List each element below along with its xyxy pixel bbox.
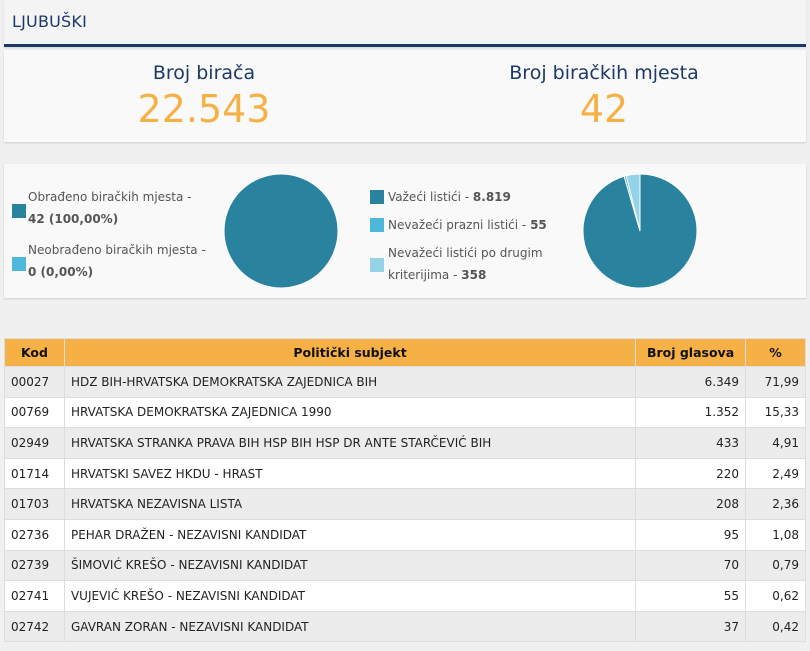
cell-votes: 37 (635, 610, 746, 643)
stations-label: Broj biračkih mjesta (509, 62, 699, 84)
header-code: Kod (4, 338, 65, 367)
cell-percent: 0,42 (744, 610, 807, 643)
legend-item-other-invalid: Nevažeći listići po drugim kriterijima -… (388, 242, 543, 286)
table-row: 02739 ŠIMOVIĆ KREŠO - NEZAVISNI KANDIDAT 7… (4, 549, 807, 582)
pie-slice-processed (223, 173, 339, 289)
municipality-title: LJUBUŠKI (12, 12, 87, 31)
cell-votes: 55 (635, 580, 746, 612)
cell-votes: 208 (635, 488, 746, 520)
legend-value-unprocessed: 0 (0,00%) (28, 265, 94, 279)
cell-code: 02739 (4, 549, 65, 582)
legend-swatch-other-invalid (370, 258, 384, 272)
legend-item-valid: Važeći listići - 8.819 (388, 186, 511, 208)
legend-label-empty-invalid: Nevažeći prazni listići - (388, 218, 531, 232)
cell-code: 01703 (4, 488, 65, 520)
cell-party: HRVATSKA NEZAVISNA LISTA (63, 488, 637, 520)
cell-party: GAVRAN ZORAN - NEZAVISNI KANDIDAT (63, 610, 637, 643)
voters-stat: Broj birača 22.543 (4, 62, 404, 130)
voters-label: Broj birača (152, 62, 256, 84)
stats-panel: Broj birača 22.543 Broj biračkih mjesta … (4, 50, 806, 142)
cell-code: 01714 (4, 457, 65, 490)
cell-percent: 2,36 (744, 488, 807, 520)
cell-party: VUJEVIĆ KREŠO - NEZAVISNI KANDIDAT (63, 580, 637, 612)
stations-value: 42 (579, 87, 629, 131)
cell-party: HRVATSKA STRANKA PRAVA BIH HSP BIH HSP D… (63, 427, 637, 459)
results-table: Kod Politički subjekt Broj glasova % 000… (4, 338, 807, 643)
legend-item-unprocessed: Neobrađeno biračkih mjesta - 0 (0,00%) (28, 239, 206, 283)
stations-stat: Broj biračkih mjesta 42 (404, 62, 804, 130)
cell-code: 02742 (4, 610, 65, 643)
cell-percent: 2,49 (744, 457, 807, 490)
cell-votes: 1.352 (635, 396, 746, 429)
header-party: Politički subjekt (63, 338, 637, 367)
legend-item-empty-invalid: Nevažeći prazni listići - 55 (388, 214, 547, 236)
cell-party: ŠIMOVIĆ KREŠO - NEZAVISNI KANDIDAT (63, 549, 637, 582)
legend-label-unprocessed: Neobrađeno biračkih mjesta - (28, 243, 206, 257)
cell-percent: 71,99 (744, 366, 807, 398)
legend-swatch-valid (370, 190, 384, 204)
cell-votes: 6.349 (635, 366, 746, 398)
cell-party: HDZ BIH-HRVATSKA DEMOKRATSKA ZAJEDNICA B… (63, 366, 637, 398)
table-row: 00027 HDZ BIH-HRVATSKA DEMOKRATSKA ZAJEDN… (4, 366, 807, 398)
legend-label-processed: Obrađeno biračkih mjesta - (28, 190, 192, 204)
charts-panel: Obrađeno biračkih mjesta - 42 (100,00%) … (4, 164, 806, 298)
cell-votes: 70 (635, 549, 746, 582)
page-header: LJUBUŠKI (4, 0, 806, 47)
legend-label2-other-invalid: kriterijima - (388, 268, 462, 282)
cell-percent: 15,33 (744, 396, 807, 429)
cell-percent: 0,62 (744, 580, 807, 612)
legend-value-empty-invalid: 55 (530, 218, 547, 232)
table-row: 02741 VUJEVIĆ KREŠO - NEZAVISNI KANDIDAT 5… (4, 580, 807, 612)
header-votes: Broj glasova (635, 338, 746, 367)
cell-percent: 1,08 (744, 518, 807, 551)
pie-slice-other-invalid (625, 173, 641, 232)
legend-value-other-invalid: 358 (461, 268, 487, 282)
table-row: 00769 HRVATSKA DEMOKRATSKA ZAJEDNICA 1990… (4, 396, 807, 429)
cell-party: PEHAR DRAŽEN - NEZAVISNI KANDIDAT (63, 518, 637, 551)
legend-value-valid: 8.819 (472, 190, 511, 204)
cell-votes: 220 (635, 457, 746, 490)
cell-code: 02949 (4, 427, 65, 459)
cell-code: 02741 (4, 580, 65, 612)
legend-item-processed: Obrađeno biračkih mjesta - 42 (100,00%) (28, 186, 192, 230)
pie-chart-stations (223, 173, 339, 289)
cell-percent: 0,79 (744, 549, 807, 582)
header-percent: % (744, 338, 807, 367)
cell-code: 00027 (4, 366, 65, 398)
legend-swatch-unprocessed (12, 257, 26, 271)
table-row: 02949 HRVATSKA STRANKA PRAVA BIH HSP BIH … (4, 427, 807, 459)
legend-label-valid: Važeći listići - (388, 190, 473, 204)
table-header-row: Kod Politički subjekt Broj glasova % (4, 338, 807, 367)
legend-value-processed: 42 (100,00%) (28, 212, 119, 226)
cell-votes: 95 (635, 518, 746, 551)
table-row: 01703 HRVATSKA NEZAVISNA LISTA 208 2,36 (4, 488, 807, 520)
legend-label-other-invalid: Nevažeći listići po drugim (388, 246, 543, 260)
cell-party: HRVATSKA DEMOKRATSKA ZAJEDNICA 1990 (63, 396, 637, 429)
table-row: 02736 PEHAR DRAŽEN - NEZAVISNI KANDIDAT 95… (4, 518, 807, 551)
cell-code: 02736 (4, 518, 65, 551)
table-row: 01714 HRVATSKI SAVEZ HKDU - HRAST 220 2,49 (4, 457, 807, 490)
cell-votes: 433 (635, 427, 746, 459)
cell-party: HRVATSKI SAVEZ HKDU - HRAST (63, 457, 637, 490)
pie-chart-ballots (582, 173, 698, 289)
cell-code: 00769 (4, 396, 65, 429)
cell-percent: 4,91 (744, 427, 807, 459)
legend-swatch-empty-invalid (370, 218, 384, 232)
voters-value: 22.543 (137, 87, 271, 131)
legend-swatch-processed (12, 204, 26, 218)
table-row: 02742 GAVRAN ZORAN - NEZAVISNI KANDIDAT 37… (4, 610, 807, 643)
